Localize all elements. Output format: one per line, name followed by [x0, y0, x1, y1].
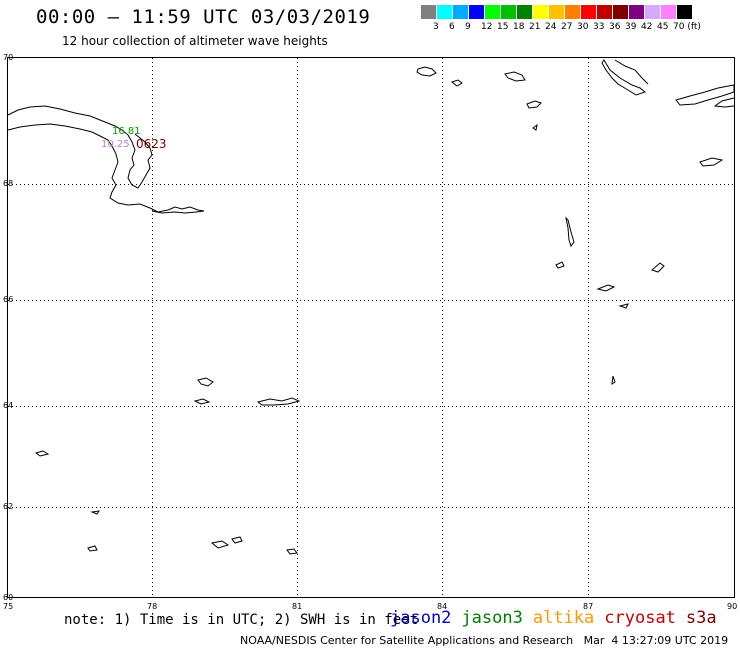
lon-label-78: 78	[147, 602, 157, 611]
lake-4	[596, 284, 616, 292]
graticule	[8, 58, 734, 597]
satellite-s3a: s3a	[685, 608, 717, 628]
colorbar-label: 24	[545, 22, 557, 32]
lake-5	[618, 303, 629, 309]
footer-credit: NOAA/NESDIS Center for Satellite Applica…	[240, 634, 729, 647]
colorbar-label: 30	[577, 22, 589, 32]
map-subtitle: 12 hour collection of altimeter wave hei…	[62, 34, 328, 48]
colorbar-label: 6	[449, 22, 455, 32]
lake-7	[197, 377, 214, 387]
colorbar-label: 39	[625, 22, 637, 32]
yamal-coast	[7, 105, 153, 189]
map-title: 00:00 – 11:59 UTC 03/03/2019	[36, 6, 371, 28]
lake-13	[210, 540, 230, 549]
island-1	[416, 66, 437, 77]
colorbar-label: 33	[593, 22, 605, 32]
lake-8	[193, 398, 211, 405]
lat-label-70: 70	[3, 53, 13, 62]
colorbar-swatch	[613, 5, 629, 19]
satellite-legend: jason2 jason3 altika cryosat s3a	[390, 608, 727, 628]
swh-value-green: 16.81	[112, 126, 141, 137]
lat-label-60: 60	[3, 593, 13, 602]
pass-time-label: 0623	[136, 137, 167, 151]
colorbar-label: 21	[529, 22, 541, 32]
peninsula-east	[675, 84, 735, 106]
satellite-jason2: jason2	[390, 608, 452, 628]
lake-15	[286, 548, 298, 555]
lon-label-90: 90	[727, 602, 737, 611]
colorbar-label: 18	[513, 22, 525, 32]
colorbar-swatch	[453, 5, 469, 19]
lon-label-81: 81	[292, 602, 302, 611]
satellite-cryosat: cryosat	[604, 608, 676, 628]
colorbar-swatch	[629, 5, 645, 19]
colorbar-label: 12	[481, 22, 493, 32]
colorbar-swatch	[437, 5, 453, 19]
colorbar-labels: 3 6 9 12 15 18 21 24 27 30 33 36 39 42 45 70 (ft)	[421, 22, 740, 34]
colorbar-swatch	[677, 5, 693, 19]
colorbar-label: 70 (ft)	[673, 22, 701, 32]
colorbar-label: 42	[641, 22, 653, 32]
lake-9	[256, 397, 301, 406]
lon-label-75: 75	[3, 602, 13, 611]
lake-2	[555, 261, 565, 269]
satellite-altika: altika	[532, 608, 595, 628]
units-note: note: 1) Time is in UTC; 2) SWH is in fe…	[64, 612, 419, 628]
lat-label-66: 66	[3, 295, 13, 304]
colorbar-label: 3	[433, 22, 439, 32]
lake-6	[611, 375, 616, 386]
colorbar-swatch	[565, 5, 581, 19]
lat-label-64: 64	[3, 401, 13, 410]
lon-label-84: 84	[437, 602, 447, 611]
island-4	[526, 100, 542, 109]
colorbar-swatch	[645, 5, 661, 19]
taymyr-coast-1	[601, 59, 647, 96]
colorbar-swatch	[661, 5, 677, 19]
lake-3	[651, 262, 665, 273]
coastlines	[7, 59, 735, 555]
island-6	[699, 157, 724, 167]
island-2	[450, 79, 463, 87]
colorbar-label: 15	[497, 22, 509, 32]
colorbar-swatch	[501, 5, 517, 19]
map-frame	[7, 57, 735, 598]
colorbar-swatch	[517, 5, 533, 19]
colorbar-swatch	[549, 5, 565, 19]
taymyr-coast-2	[614, 59, 649, 85]
colorbar-swatch	[469, 5, 485, 19]
lon-label-87: 87	[583, 602, 593, 611]
colorbar-label: 36	[609, 22, 621, 32]
gydan-coast	[7, 123, 205, 214]
lake-1	[565, 216, 575, 248]
colorbar-label: 45	[657, 22, 669, 32]
satellite-jason3: jason3	[461, 608, 523, 628]
lat-label-62: 62	[3, 502, 13, 511]
lake-12	[87, 545, 98, 552]
lake-10	[34, 450, 50, 457]
lat-label-68: 68	[3, 179, 13, 188]
colorbar-swatch	[533, 5, 549, 19]
colorbar-label: 27	[561, 22, 573, 32]
colorbar-swatch	[485, 5, 501, 19]
lake-11	[90, 510, 101, 515]
colorbar-swatch	[597, 5, 613, 19]
island-5	[532, 123, 538, 131]
island-3	[504, 71, 526, 82]
colorbar-swatch	[581, 5, 597, 19]
colorbar-swatch	[421, 5, 437, 19]
lake-14	[231, 536, 243, 544]
swh-value-violet: 10.25	[101, 139, 130, 150]
wave-height-colorbar	[421, 5, 693, 19]
colorbar-label: 9	[465, 22, 471, 32]
coast-east-2	[713, 97, 735, 108]
